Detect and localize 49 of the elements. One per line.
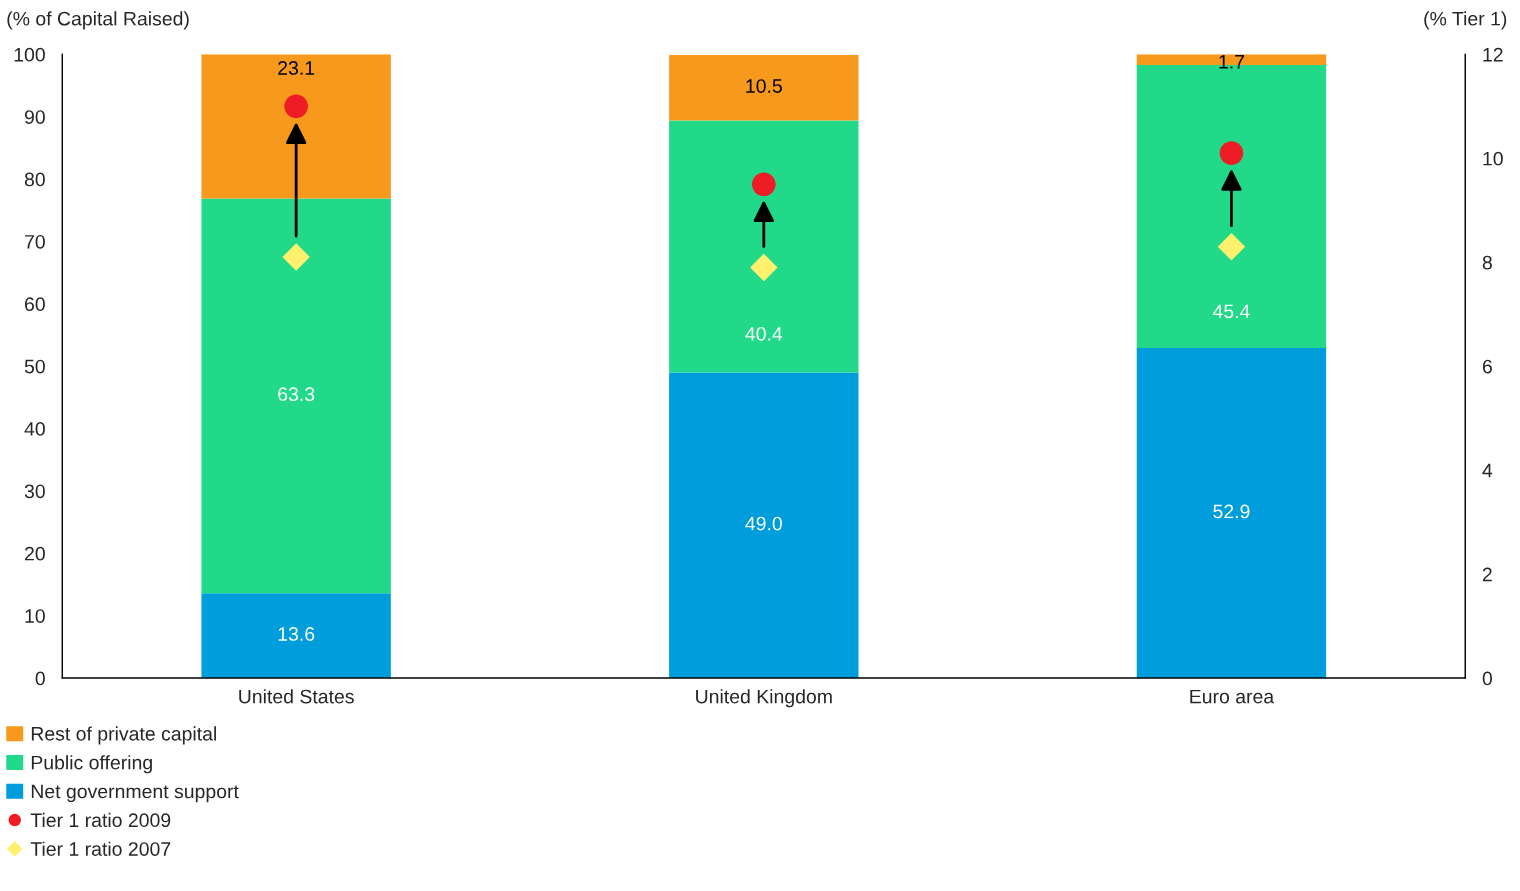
point: [282, 243, 310, 271]
y-tick-label: 80: [24, 172, 45, 187]
data-label: 23.1: [278, 61, 315, 75]
y2-tick-label: 4: [1482, 463, 1493, 478]
bar: [669, 372, 859, 679]
y-tick-label: 20: [25, 546, 45, 561]
data-label: 63.3: [278, 387, 315, 402]
bar: [201, 54, 391, 199]
y2-tick-label: 0: [1482, 671, 1492, 686]
y-tick-label: 0: [35, 671, 45, 686]
y2-axis-title: (% Tier 1): [1424, 11, 1507, 30]
data-label: 49.0: [745, 516, 782, 531]
y-tick-label: 60: [25, 297, 45, 312]
y2-tick-label: 8: [1482, 255, 1492, 270]
y-tick-label: 40: [24, 422, 45, 436]
bar: [201, 593, 391, 679]
bar: [201, 198, 391, 594]
bar: [669, 120, 859, 373]
legend-label: Public offering: [31, 755, 152, 774]
y-tick-label: 30: [24, 484, 45, 499]
y-tick-label: 10: [25, 609, 45, 623]
x-tick-label: Euro area: [1190, 689, 1275, 704]
point: [750, 253, 778, 282]
y2-tick-label: 2: [1482, 567, 1492, 582]
y2-tick-label: 10: [1483, 151, 1503, 166]
data-label: 40.4: [745, 326, 783, 341]
point: [284, 94, 308, 119]
legend-label: Net government support: [31, 784, 239, 803]
legend-label: Rest of private capital: [31, 726, 216, 745]
y-axis-title: (% of Capital Raised): [7, 11, 189, 30]
y2-tick-label: 12: [1483, 47, 1503, 62]
data-label: 45.4: [1212, 304, 1250, 319]
legend-label: Tier 1 ratio 2007: [30, 841, 171, 856]
data-label: 10.5: [746, 79, 782, 93]
x-tick-label: United States: [239, 689, 354, 704]
legend-label: Tier 1 ratio 2009: [30, 812, 171, 828]
point: [751, 172, 776, 197]
x-tick-label: United Kingdom: [696, 689, 832, 708]
data-label: 52.9: [1213, 504, 1250, 519]
bar: [669, 54, 859, 121]
bar: [1136, 348, 1327, 679]
point: [1219, 141, 1244, 165]
y-tick-label: 70: [25, 234, 45, 249]
y-tick-label: 100: [14, 47, 45, 62]
y-tick-label: 90: [24, 110, 45, 124]
y-tick-label: 50: [24, 359, 45, 374]
y2-tick-label: 6: [1482, 359, 1492, 374]
point: [1217, 232, 1246, 261]
data-label: 13.6: [278, 627, 315, 641]
